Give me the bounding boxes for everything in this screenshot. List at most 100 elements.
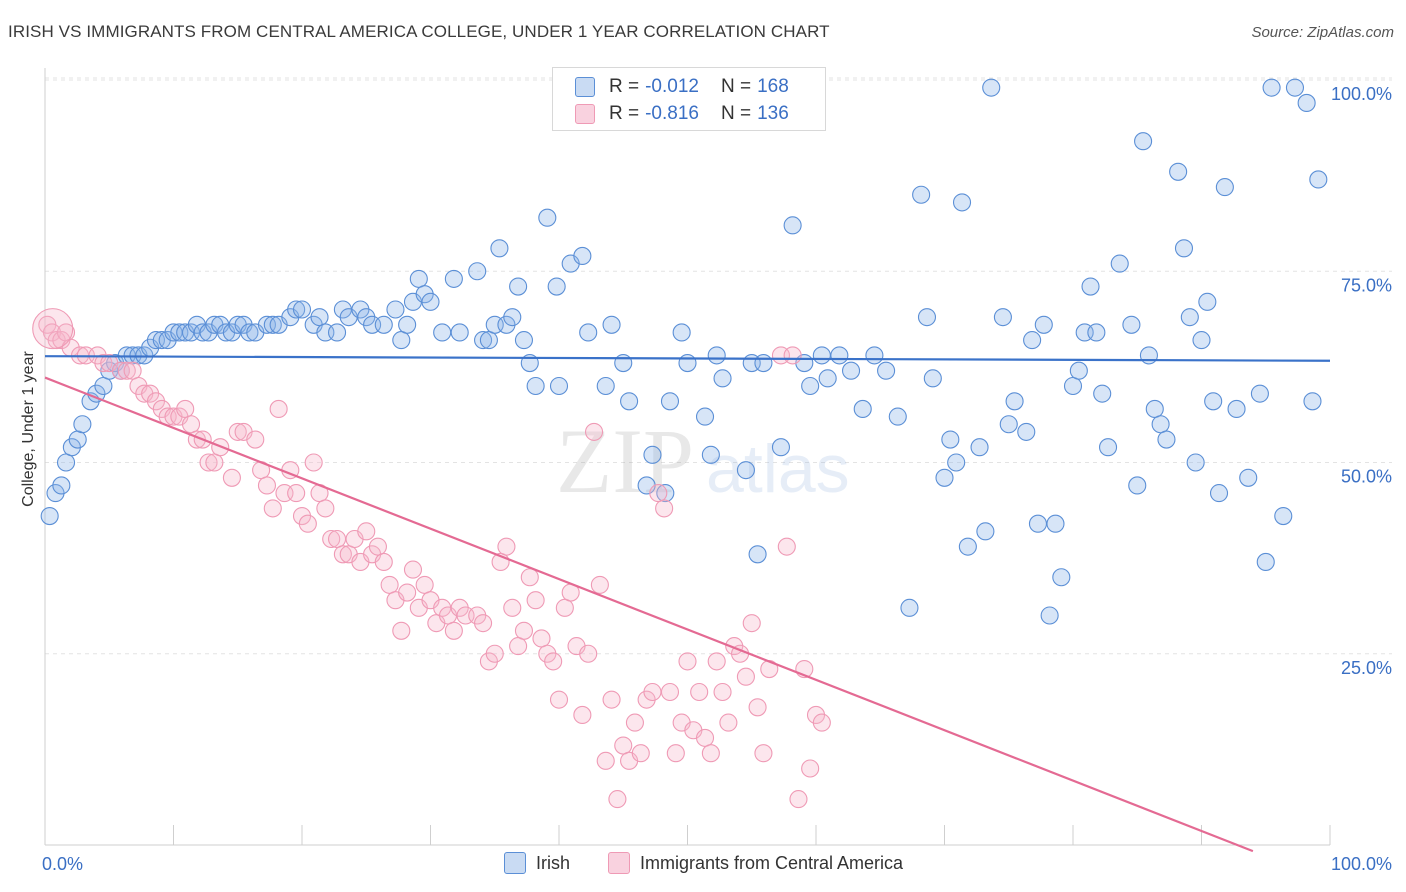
irish-point — [1028, 514, 1048, 533]
immigrants-point — [509, 637, 528, 656]
irish-point — [865, 346, 884, 365]
immigrants-point — [176, 399, 195, 419]
irish-point — [877, 361, 896, 380]
immigrants-point — [649, 484, 668, 503]
immigrants-point — [526, 591, 545, 610]
irish-point — [958, 537, 977, 556]
irish-point — [421, 292, 440, 311]
irish-point — [1122, 315, 1141, 334]
irish-point — [1262, 78, 1281, 97]
immigrants-point — [316, 499, 335, 518]
irish-trend-line — [44, 355, 1331, 362]
irish-point — [1250, 384, 1269, 403]
immigrants-point — [444, 621, 463, 640]
irish-point — [1151, 415, 1170, 434]
immigrants-point — [549, 690, 569, 709]
y-tick-label: 50.0% — [1341, 467, 1392, 487]
irish-point — [263, 315, 282, 334]
immigrants-point — [801, 759, 820, 778]
irish-point — [999, 415, 1018, 434]
irish-point — [602, 315, 621, 334]
immigrants-point — [263, 499, 282, 518]
immigrants-point — [287, 484, 306, 503]
irish-point — [982, 78, 1001, 97]
irish-point — [1169, 162, 1188, 181]
irish-point — [547, 277, 566, 296]
immigrants-point — [322, 529, 341, 549]
x-tick-label: 0.0% — [42, 854, 83, 874]
correlation-legend: R = -0.012 N = 168 R = -0.816 N = 136 — [552, 67, 826, 131]
irish-point — [1139, 346, 1158, 365]
immigrants-point — [707, 652, 726, 671]
irish-point — [1034, 315, 1053, 334]
irish-point — [748, 545, 767, 564]
irish-point — [1285, 78, 1305, 97]
irish-point — [947, 453, 966, 472]
y-axis-label-wrap: College, Under 1 year — [14, 300, 44, 560]
legend-label-immigrants: Immigrants from Central America — [640, 852, 904, 873]
irish-point — [1274, 506, 1293, 526]
immigrants-point — [625, 713, 644, 732]
immigrants-point — [474, 614, 493, 633]
immigrants-point — [514, 621, 534, 640]
irish-point — [514, 331, 534, 350]
watermark-zip: ZIP — [556, 410, 694, 512]
irish-point — [68, 430, 87, 449]
legend-swatch-immigrants — [575, 104, 595, 124]
immigrants-trend-line — [44, 376, 1254, 853]
irish-point — [1005, 392, 1024, 411]
immigrants-point — [333, 545, 352, 564]
irish-point — [1174, 239, 1194, 258]
irish-point — [888, 407, 907, 426]
immigrants-point — [544, 652, 563, 671]
irish-point — [392, 331, 411, 350]
immigrants-point — [812, 713, 831, 732]
immigrants-point — [584, 422, 604, 441]
immigrants-point — [94, 353, 113, 373]
irish-point — [917, 308, 937, 327]
immigrants-point — [205, 453, 224, 472]
immigrants-point — [123, 361, 142, 380]
y-tick-label: 75.0% — [1341, 275, 1392, 295]
trend-lines — [44, 355, 1331, 853]
immigrants-point — [701, 744, 720, 763]
legend-n-label: N = — [720, 76, 752, 97]
legend-item-immigrants[interactable]: Immigrants from Central America — [608, 852, 903, 874]
irish-point — [701, 445, 720, 464]
legend-row-irish: R = -0.012 N = 168 — [575, 74, 811, 100]
irish-point — [1040, 606, 1059, 625]
immigrants-point — [532, 629, 551, 648]
irish-point — [327, 323, 347, 342]
immigrants-point — [117, 361, 136, 380]
irish-point — [1134, 132, 1153, 151]
irish-point — [573, 246, 592, 265]
source-label: Source: ZipAtlas.com — [1251, 24, 1394, 41]
y-tick-label: 25.0% — [1341, 658, 1392, 678]
irish-point — [596, 376, 615, 396]
irish-point — [1227, 399, 1246, 419]
irish-point — [474, 331, 493, 350]
legend-r-value: -0.816 — [645, 103, 699, 124]
irish-point — [94, 376, 113, 396]
irish-point — [841, 361, 861, 380]
irish-point — [450, 323, 469, 342]
immigrants-point — [485, 644, 504, 663]
irish-point — [398, 315, 417, 334]
irish-point — [801, 376, 820, 396]
irish-point — [1215, 178, 1234, 197]
irish-point — [538, 208, 557, 227]
irish-point — [1098, 438, 1118, 457]
irish-point — [1087, 323, 1106, 342]
immigrants-point — [392, 621, 411, 640]
legend-item-irish[interactable]: Irish — [504, 852, 570, 874]
irish-point — [672, 323, 691, 342]
irish-point — [783, 216, 802, 235]
irish-point — [970, 438, 989, 457]
y-tick-labels: 25.0% 50.0% 75.0% 100.0% — [1331, 84, 1392, 678]
irish-point — [1046, 514, 1065, 533]
immigrants-point — [573, 705, 592, 725]
immigrants-point — [503, 598, 522, 617]
legend-n-label: N = — [720, 103, 752, 124]
immigrants-point — [777, 537, 796, 556]
watermark-atlas: atlas — [706, 431, 850, 507]
